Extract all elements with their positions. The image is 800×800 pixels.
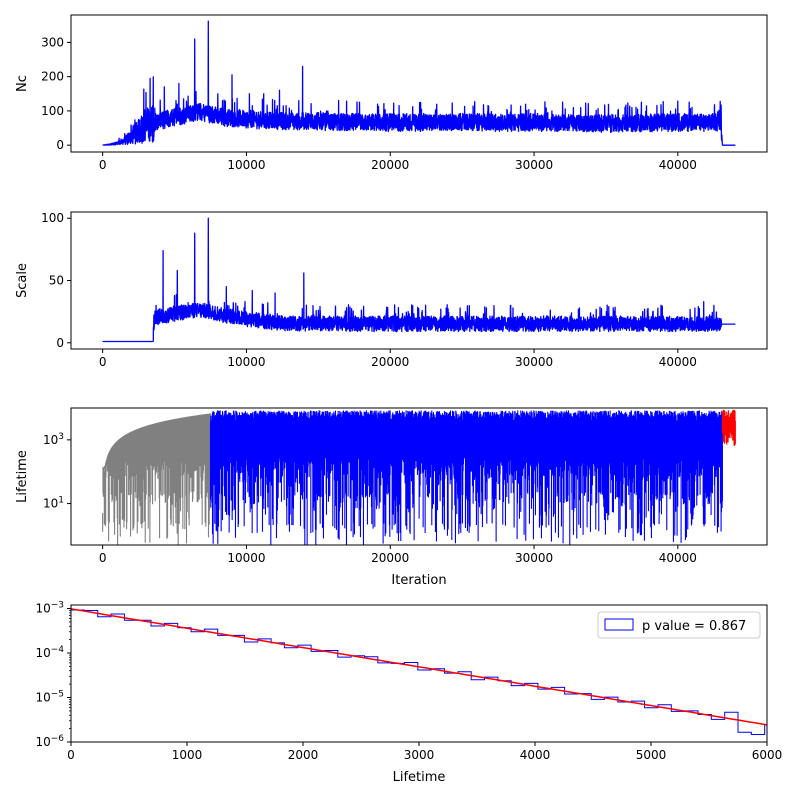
y-tick-label: 100 — [41, 211, 64, 225]
scale-y-label: Scale — [15, 263, 30, 298]
y-tick-label: 10−5 — [35, 690, 64, 705]
legend: p value = 0.867 — [597, 611, 761, 639]
y-tick-label: 200 — [41, 70, 64, 84]
y-tick-label: 0 — [56, 138, 64, 152]
y-tick-label: 10−6 — [35, 734, 64, 749]
histogram-x-ticks: 0 1000 2000 3000 4000 5000 6000 — [67, 742, 782, 762]
x-tick-label: 10000 — [227, 158, 265, 172]
lifetime-y-ticks: 101 103 — [43, 432, 71, 511]
y-tick-label: 50 — [49, 274, 64, 288]
legend-label: p value = 0.867 — [642, 619, 746, 634]
x-tick-label: 10000 — [227, 355, 265, 369]
x-tick-label: 20000 — [371, 551, 409, 565]
y-tick-label: 10−3 — [35, 601, 64, 616]
lifetime-trace-grey — [102, 413, 212, 545]
panel-lifetime-histogram: 0 1000 2000 3000 4000 5000 6000 10−610−510−410… — [35, 601, 782, 785]
lifetime-trace-red — [721, 409, 736, 446]
series-line — [102, 217, 736, 343]
x-tick-label: 0 — [67, 748, 75, 762]
panel-scale: 0 10000 20000 30000 40000 0 50 100 Scale — [15, 211, 768, 369]
x-tick-label: 0 — [99, 551, 107, 565]
x-tick-label: 2000 — [288, 748, 319, 762]
nc-axes-frame — [70, 14, 768, 153]
x-tick-label: 0 — [99, 158, 107, 172]
y-tick-label: 100 — [41, 104, 64, 118]
x-tick-label: 40000 — [659, 355, 697, 369]
x-tick-label: 0 — [99, 355, 107, 369]
legend-box — [597, 611, 761, 639]
histogram-plot-area — [70, 608, 768, 742]
y-tick-label: 10−4 — [35, 645, 64, 660]
nc-x-ticks: 0 10000 20000 30000 40000 — [99, 152, 697, 172]
nc-y-ticks: 0 100 200 300 — [41, 35, 71, 152]
fit-line — [70, 608, 768, 726]
x-tick-label: 4000 — [520, 748, 551, 762]
x-tick-label: 30000 — [515, 158, 553, 172]
series-line — [102, 20, 736, 146]
x-tick-label: 40000 — [659, 551, 697, 565]
x-tick-label: 40000 — [659, 158, 697, 172]
histogram-x-label: Lifetime — [393, 770, 446, 785]
scale-x-ticks: 0 10000 20000 30000 40000 — [99, 349, 697, 369]
nc-y-label: Nc — [15, 75, 30, 92]
lifetime-x-label: Iteration — [391, 573, 446, 588]
lifetime-plot-area — [102, 409, 736, 545]
x-tick-label: 3000 — [404, 748, 435, 762]
y-tick-label: 103 — [43, 432, 64, 447]
x-tick-label: 5000 — [636, 748, 667, 762]
x-tick-label: 20000 — [371, 158, 409, 172]
x-tick-label: 1000 — [172, 748, 203, 762]
x-tick-label: 30000 — [515, 551, 553, 565]
scale-plot-area — [102, 217, 736, 343]
panel-lifetime: 0 10000 20000 30000 40000 101 103 Lifetime It… — [15, 407, 768, 588]
lifetime-axes-frame — [70, 407, 768, 546]
histogram-y-ticks: 10−6 10−5 10−4 10−3 — [35, 601, 71, 749]
scale-y-ticks: 0 50 100 — [41, 211, 71, 350]
y-tick-label: 300 — [41, 35, 64, 49]
x-tick-label: 10000 — [227, 551, 265, 565]
panel-nc: 0 10000 20000 30000 40000 0 100 200 300 Nc — [15, 14, 768, 172]
nc-plot-area — [102, 20, 736, 146]
y-tick-label: 101 — [43, 496, 64, 511]
x-tick-label: 30000 — [515, 355, 553, 369]
x-tick-label: 6000 — [752, 748, 783, 762]
lifetime-trace-blue — [209, 410, 723, 545]
y-tick-label: 0 — [56, 336, 64, 350]
lifetime-y-label: Lifetime — [15, 450, 30, 503]
legend-swatch — [604, 618, 634, 631]
lifetime-x-ticks: 0 10000 20000 30000 40000 — [99, 545, 697, 565]
x-tick-label: 20000 — [371, 355, 409, 369]
